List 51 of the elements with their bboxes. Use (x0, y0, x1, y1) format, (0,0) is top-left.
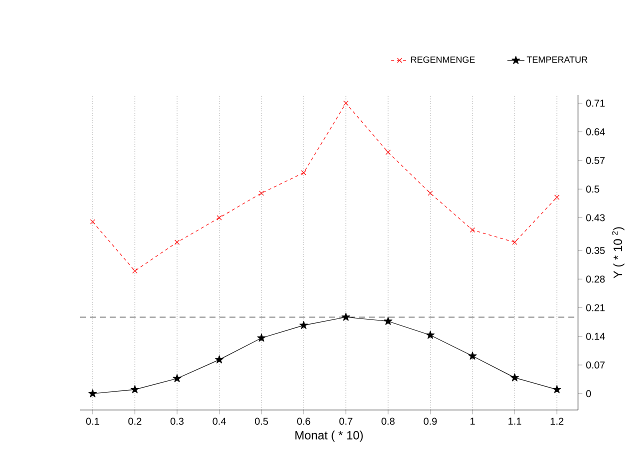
x-tick-label: 0.5 (254, 418, 268, 425)
x-tick-label: 0.7 (339, 418, 352, 425)
point (510, 373, 519, 382)
legend-label: REGENMENGE (411, 56, 475, 63)
point (428, 190, 433, 196)
point (301, 170, 306, 176)
point (342, 312, 350, 321)
x-tick-label: 0.8 (382, 418, 395, 425)
point (343, 100, 348, 106)
point (552, 385, 562, 394)
x-tick-label: 1.2 (550, 418, 564, 425)
x-tick-label: 0.4 (212, 418, 226, 425)
point (90, 219, 96, 224)
point (468, 352, 477, 360)
x-axis-title: Monat ( * 10) (295, 430, 363, 442)
x-tick-label: 1 (470, 418, 475, 425)
y-tick-label: 0.14 (586, 332, 605, 340)
point (130, 385, 140, 394)
y-axis-title: Y ( * 10 $^{2}$) (612, 227, 624, 278)
x-tick-label: 0.1 (86, 418, 100, 425)
point (384, 316, 392, 325)
x-tick-label: 0.6 (297, 418, 310, 425)
point (174, 240, 180, 245)
point (299, 320, 308, 329)
point (258, 190, 264, 196)
point (554, 194, 560, 200)
point (215, 355, 224, 364)
point (512, 240, 518, 245)
point (132, 268, 138, 274)
point (216, 215, 222, 220)
y-tick-label: 0.57 (586, 156, 605, 164)
y-tick-label: 0.5 (586, 186, 600, 193)
y-tick-label: 0.64 (586, 128, 605, 136)
point (470, 227, 476, 233)
x-tick-label: 1.1 (508, 418, 522, 425)
x-tick-label: 0.9 (424, 418, 437, 425)
y-tick-label: 0.43 (586, 214, 605, 222)
x-tick-label: 0.2 (128, 418, 142, 425)
y-tick-label: 0.28 (586, 276, 605, 283)
y-tick-label: 0.71 (586, 100, 605, 107)
point (426, 330, 435, 339)
point (257, 334, 266, 342)
point (386, 150, 391, 155)
y-tick-label: 0 (586, 390, 591, 398)
legend-label: TEMPERATUR (526, 56, 588, 63)
point (172, 374, 182, 382)
y-tick-label: 0.21 (586, 304, 605, 312)
point (88, 389, 97, 398)
y-tick-label: 0.07 (586, 361, 605, 369)
x-tick-label: 0.3 (170, 418, 184, 425)
y-tick-label: 0.35 (586, 246, 605, 254)
